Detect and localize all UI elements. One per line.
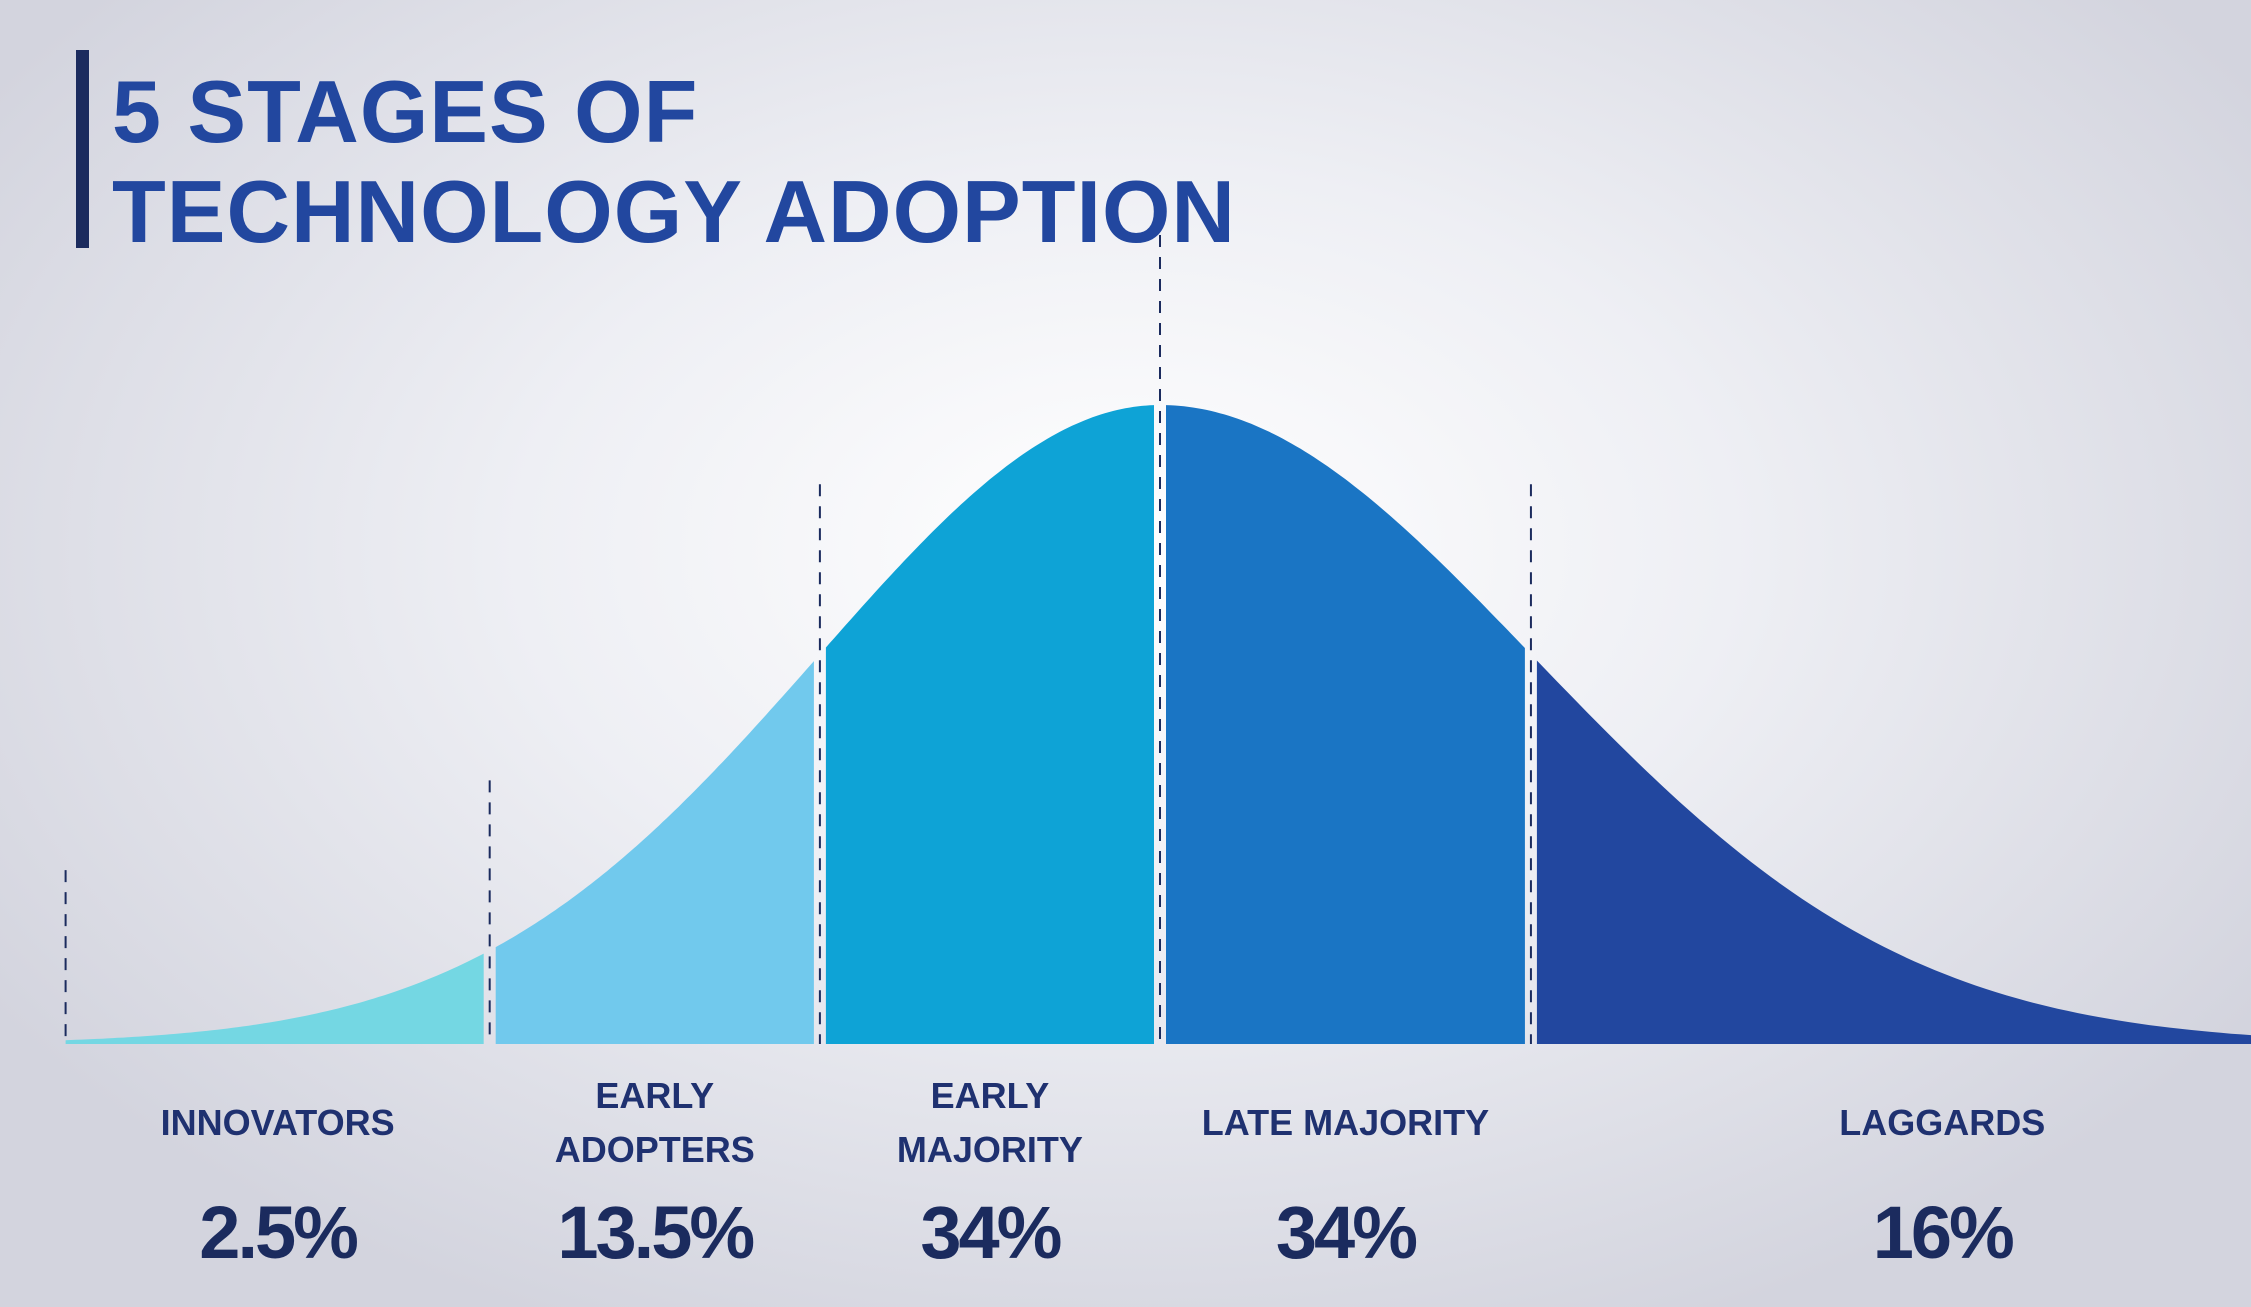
segment [1536,660,2251,1044]
value-label: 2.5% [199,1191,359,1274]
chart-title: 5 STAGES OF TECHNOLOGY ADOPTION [112,62,1236,261]
value-label: 34% [920,1191,1062,1274]
title-bar [76,50,89,248]
category-label: EARLY ADOPTERS [554,1075,755,1170]
value-label: 34% [1275,1191,1418,1274]
category-label: LAGGARDS [1839,1102,2046,1143]
value-label: 13.5% [557,1191,755,1274]
segment [65,953,484,1044]
segment [1166,405,1525,1045]
segment [825,405,1154,1045]
category-label: INNOVATORS [160,1102,395,1143]
value-label: 16% [1872,1191,2015,1274]
segment [495,661,814,1044]
category-label: LATE MAJORITY [1201,1102,1490,1143]
category-label: EARLY MAJORITY [896,1075,1083,1170]
